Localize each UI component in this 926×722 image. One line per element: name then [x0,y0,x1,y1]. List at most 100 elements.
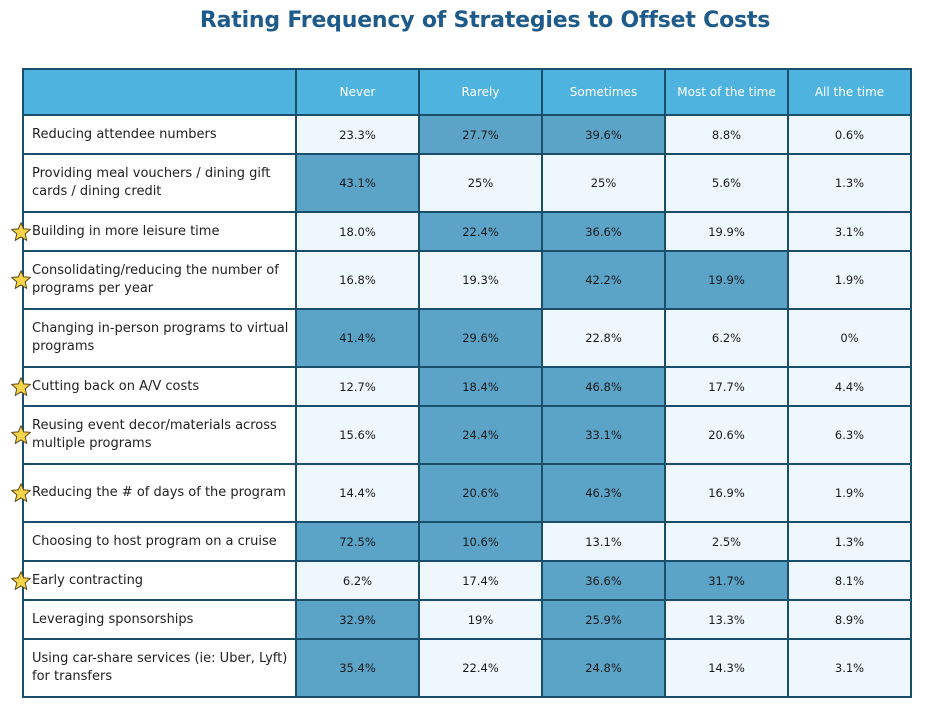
value-cell: 8.1% [787,560,912,601]
star-icon [10,221,32,243]
table-row: Reducing attendee numbers 23.3% 27.7% 39.6%… [22,114,912,155]
table-row: Reusing event decor/materials across mul… [11,405,912,465]
table-row: Consolidating/reducing the number of pro… [11,250,912,310]
value-cell: 22.4% [418,211,543,252]
value-cell: 5.6% [664,153,789,213]
row-label-text: Consolidating/reducing the number of pro… [32,263,279,296]
row-label: Early contracting [11,560,297,601]
value-cell: 41.4% [295,308,420,368]
row-label: Providing meal vouchers / dining gift ca… [22,153,297,213]
table-row: Changing in-person programs to virtual p… [22,308,912,368]
column-header: Rarely [418,68,543,116]
value-cell: 18.0% [295,211,420,252]
value-cell: 19.9% [664,250,789,310]
row-label-text: Leveraging sponsorships [32,611,194,627]
value-cell: 14.3% [664,638,789,698]
value-cell: 36.6% [541,211,666,252]
row-label: Leveraging sponsorships [22,599,297,640]
row-label: Building in more leisure time [11,211,297,252]
row-label-text: Early contracting [32,572,144,588]
value-cell: 17.7% [664,366,789,407]
row-label: Using car-share services (ie: Uber, Lyft… [22,638,297,698]
value-cell: 19.3% [418,250,543,310]
row-label-text: Reducing the # of days of the program [32,485,286,500]
value-cell: 1.9% [787,463,912,523]
value-cell: 13.3% [664,599,789,640]
header-corner [22,68,297,116]
value-cell: 13.1% [541,521,666,562]
column-header: Never [295,68,420,116]
row-label-text: Reusing event decor/materials across mul… [32,418,277,451]
value-cell: 3.1% [787,211,912,252]
value-cell: 27.7% [418,114,543,155]
row-label: Reducing the # of days of the program [11,463,297,523]
value-cell: 39.6% [541,114,666,155]
value-cell: 35.4% [295,638,420,698]
table-row: Cutting back on A/V costs 12.7% 18.4% 46.8%… [11,366,912,407]
value-cell: 22.4% [418,638,543,698]
table-row: Leveraging sponsorships 32.9% 19% 25.9% 13.3… [22,599,912,640]
value-cell: 0.6% [787,114,912,155]
value-cell: 25% [541,153,666,213]
table-row: Reducing the # of days of the program 14.… [11,463,912,523]
value-cell: 2.5% [664,521,789,562]
value-cell: 32.9% [295,599,420,640]
value-cell: 0% [787,308,912,368]
row-label-text: Changing in-person programs to virtual p… [32,321,289,354]
table-row: Using car-share services (ie: Uber, Lyft… [22,638,912,698]
value-cell: 29.6% [418,308,543,368]
row-label: Cutting back on A/V costs [11,366,297,407]
value-cell: 25.9% [541,599,666,640]
table-row: Building in more leisure time 18.0% 22.4% 3… [11,211,912,252]
value-cell: 17.4% [418,560,543,601]
chart-title: Rating Frequency of Strategies to Offset… [199,8,771,33]
star-icon [10,424,32,446]
value-cell: 46.3% [541,463,666,523]
value-cell: 10.6% [418,521,543,562]
value-cell: 3.1% [787,638,912,698]
value-cell: 31.7% [664,560,789,601]
value-cell: 1.9% [787,250,912,310]
value-cell: 6.2% [664,308,789,368]
value-cell: 16.9% [664,463,789,523]
value-cell: 12.7% [295,366,420,407]
value-cell: 42.2% [541,250,666,310]
value-cell: 24.8% [541,638,666,698]
star-icon [10,570,32,592]
value-cell: 25% [418,153,543,213]
value-cell: 19.9% [664,211,789,252]
column-header: All the time [787,68,912,116]
row-label: Reducing attendee numbers [22,114,297,155]
star-icon [10,269,32,291]
row-label-text: Providing meal vouchers / dining gift ca… [32,166,271,199]
row-label-text: Cutting back on A/V costs [32,378,200,394]
star-icon [10,482,32,504]
value-cell: 24.4% [418,405,543,465]
row-label-text: Building in more leisure time [32,223,220,239]
value-cell: 36.6% [541,560,666,601]
value-cell: 19% [418,599,543,640]
value-cell: 4.4% [787,366,912,407]
row-label-text: Choosing to host program on a cruise [32,533,277,549]
value-cell: 20.6% [418,463,543,523]
row-label: Choosing to host program on a cruise [22,521,297,562]
value-cell: 8.8% [664,114,789,155]
value-cell: 16.8% [295,250,420,310]
value-cell: 43.1% [295,153,420,213]
rating-table: Never Rarely Sometimes Most of the time … [11,68,912,698]
table-row: Choosing to host program on a cruise 72.5… [22,521,912,562]
header-row: Never Rarely Sometimes Most of the time … [22,68,912,116]
row-label: Changing in-person programs to virtual p… [22,308,297,368]
row-label: Reusing event decor/materials across mul… [11,405,297,465]
row-label-text: Reducing attendee numbers [32,126,217,142]
table-row: Early contracting 6.2% 17.4% 36.6% 31.7% 8.1% [11,560,912,601]
value-cell: 6.3% [787,405,912,465]
value-cell: 22.8% [541,308,666,368]
value-cell: 20.6% [664,405,789,465]
row-label: Consolidating/reducing the number of pro… [11,250,297,310]
value-cell: 33.1% [541,405,666,465]
column-header: Sometimes [541,68,666,116]
value-cell: 6.2% [295,560,420,601]
row-label-text: Using car-share services (ie: Uber, Lyft… [32,651,288,684]
value-cell: 14.4% [295,463,420,523]
